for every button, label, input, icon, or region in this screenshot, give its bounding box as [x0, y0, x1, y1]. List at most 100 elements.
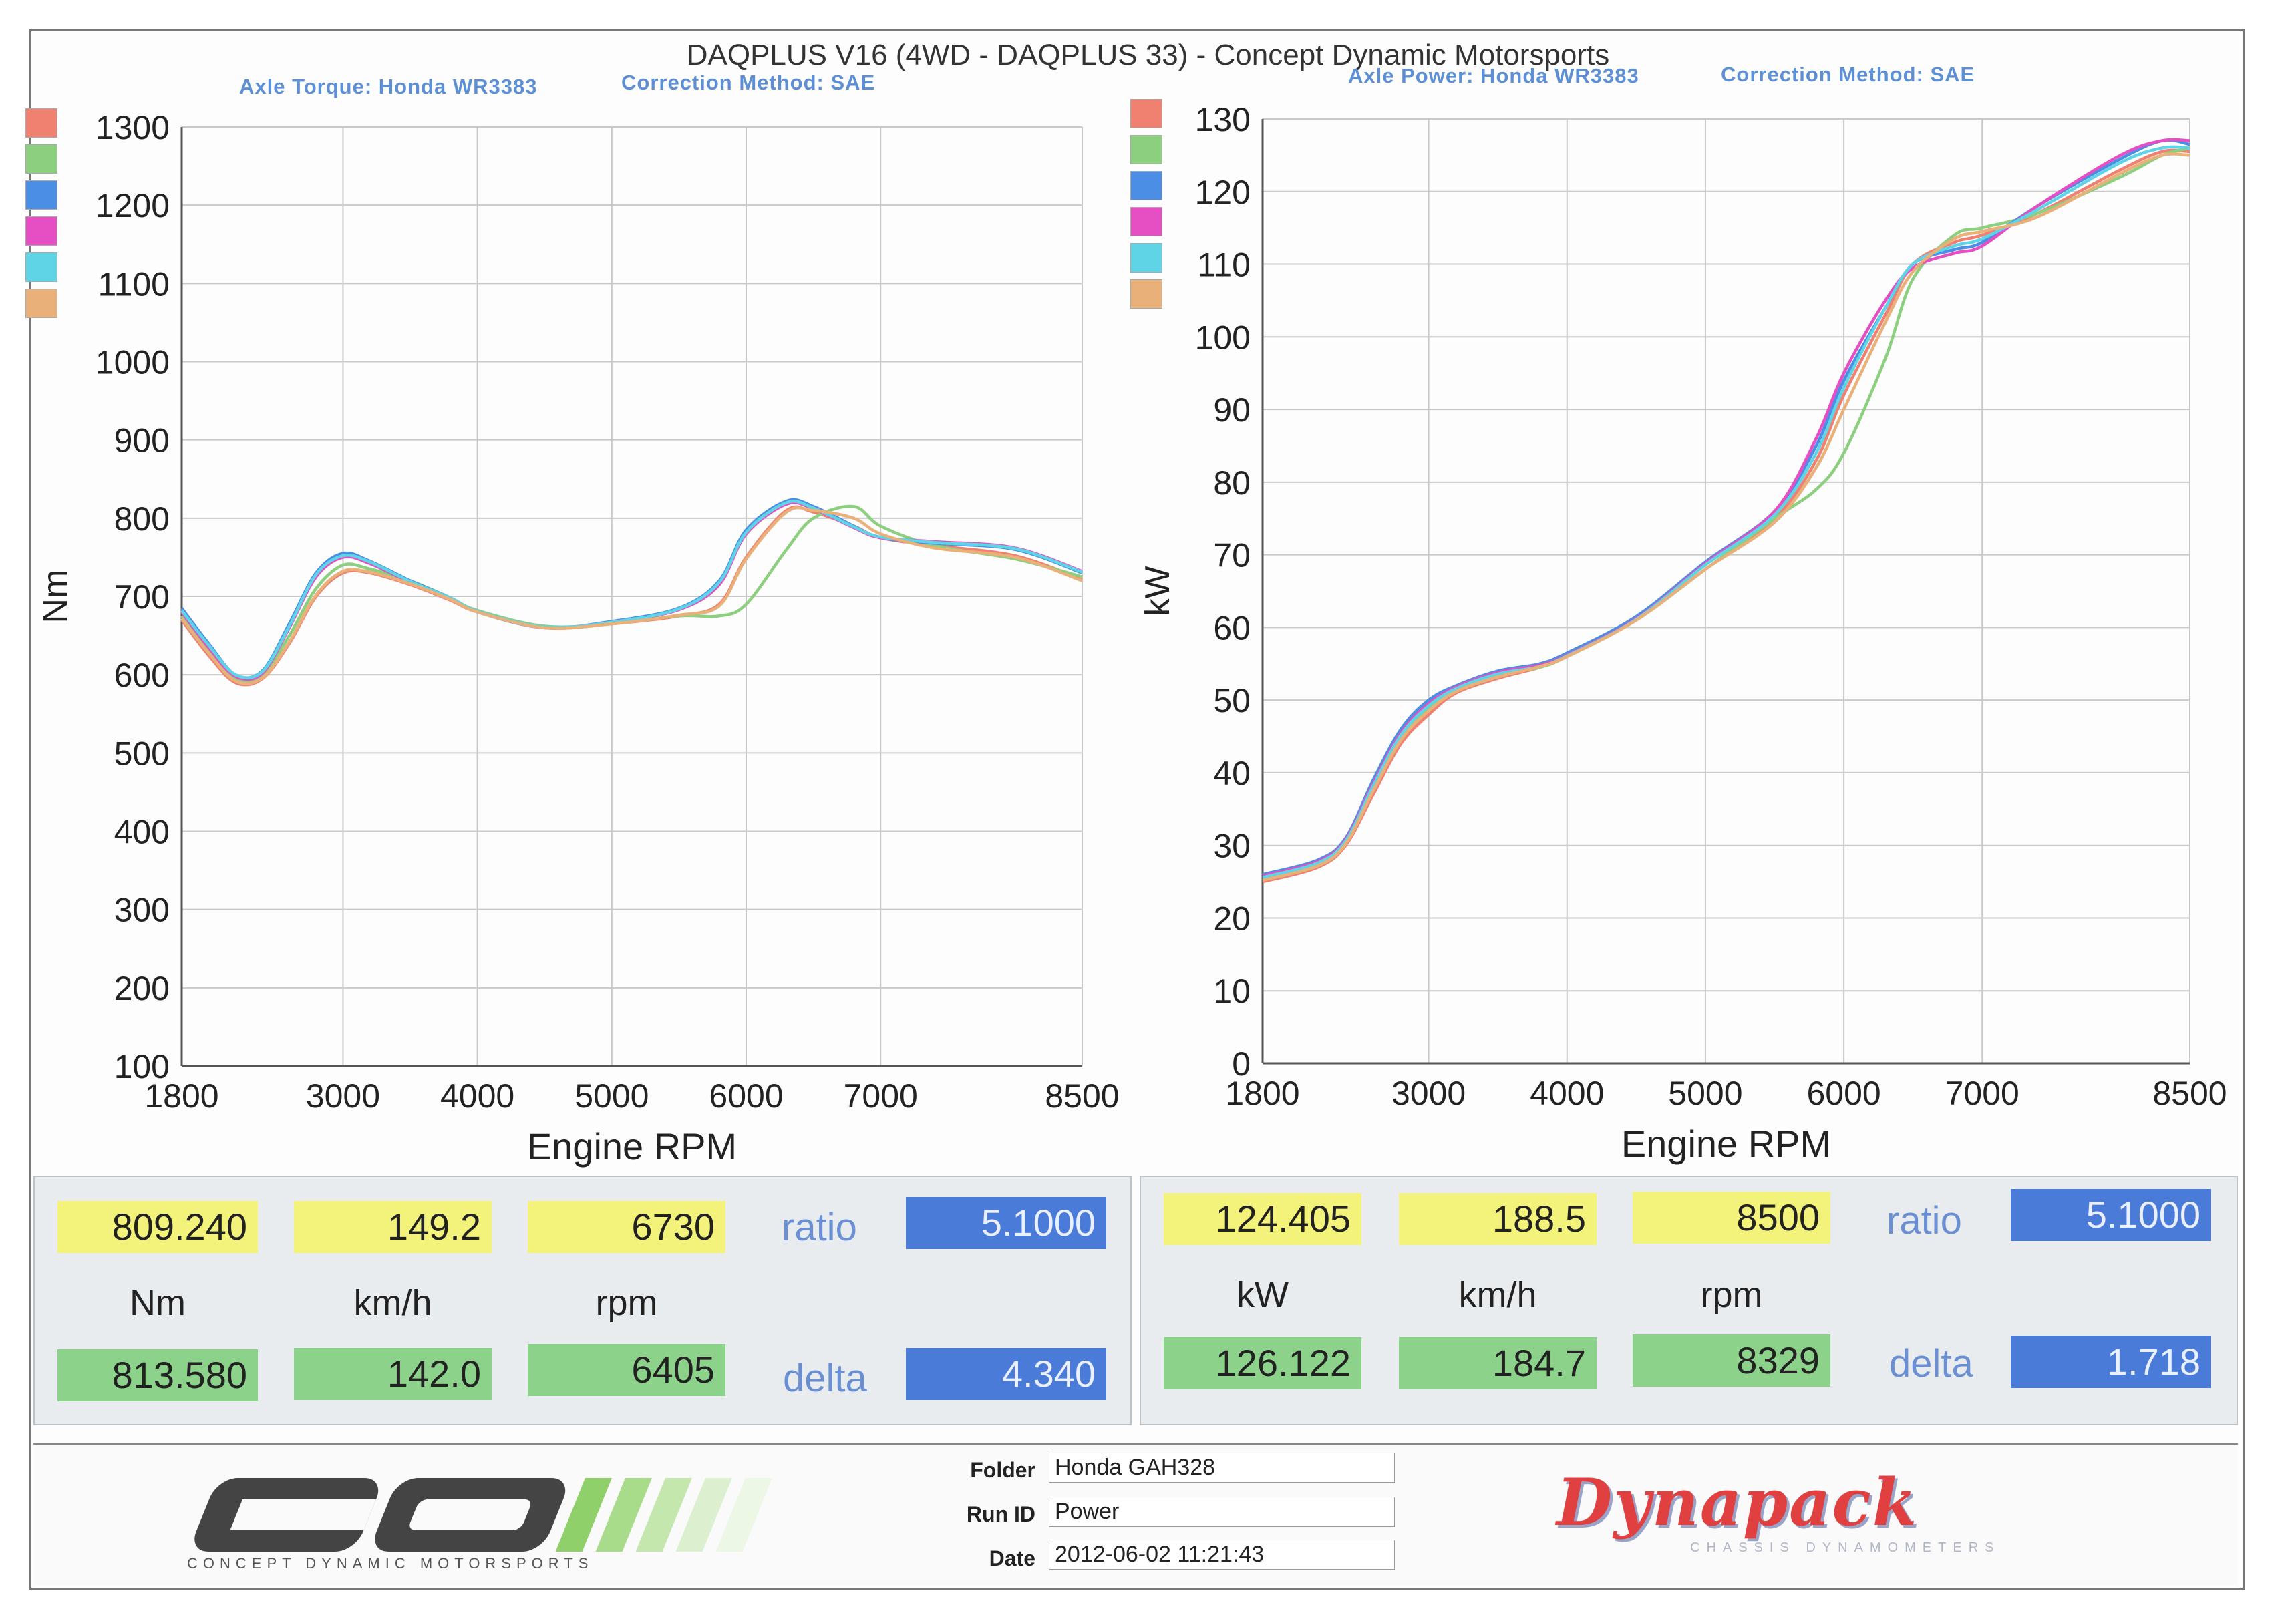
speed-max-value-right: 184.7 — [1399, 1337, 1597, 1389]
runid-value: Power — [1049, 1497, 1395, 1527]
legend-swatch — [1130, 207, 1162, 236]
x-tick-label: 3000 — [1391, 1075, 1466, 1112]
y-tick-label: 80 — [1213, 464, 1251, 502]
y-tick-label: 130 — [1195, 101, 1251, 138]
y-tick-label: 70 — [1213, 537, 1251, 574]
power-max-value: 126.122 — [1164, 1337, 1361, 1389]
left-subtitle-correction: Correction Method: SAE — [621, 71, 876, 94]
x-tick-label: 7000 — [1945, 1075, 2019, 1112]
x-tick-label: 3000 — [306, 1077, 380, 1115]
delta-value-right: 1.718 — [2011, 1336, 2211, 1388]
y-tick-label: 1100 — [98, 265, 170, 303]
y-tick-label: 120 — [1195, 174, 1251, 211]
series-line — [180, 501, 1083, 681]
date-value: 2012-06-02 11:21:43 — [1049, 1540, 1395, 1570]
legend-swatch — [1130, 279, 1162, 309]
power-chart: 0 10 20 30 40 50 60 70 80 90 100 110 120 130 1800 3000 4… — [1138, 101, 2227, 1165]
runid-label: Run ID — [966, 1502, 1035, 1526]
unit-kw: kW — [1237, 1275, 1289, 1315]
y-tick-label: 700 — [114, 578, 170, 616]
right-subtitle-power: Axle Power: Honda WR3383 — [1348, 64, 1639, 87]
power-readout-value: 124.405 — [1164, 1193, 1361, 1245]
y-tick-label: 200 — [114, 970, 170, 1007]
chart-title: DAQPLUS V16 (4WD - DAQPLUS 33) - Concept… — [686, 39, 1610, 71]
delta-label: delta — [783, 1357, 867, 1400]
right-subtitle-correction: Correction Method: SAE — [1721, 63, 1975, 86]
dynapack-logo: Dynapack CHASSIS DYNAMOMETERS — [1556, 1465, 2091, 1555]
ratio-label: ratio — [782, 1206, 857, 1249]
y-tick-label: 90 — [1213, 391, 1251, 429]
y-tick-label: 30 — [1213, 828, 1251, 865]
y-tick-label: 110 — [1197, 246, 1251, 284]
legend-swatch — [25, 144, 57, 174]
torque-readout-value: 809.240 — [57, 1201, 258, 1253]
dynapack-subtext: CHASSIS DYNAMOMETERS — [1690, 1540, 2001, 1555]
x-tick-label: 5000 — [575, 1077, 649, 1115]
series-line — [1262, 145, 2190, 879]
ratio-label-right: ratio — [1887, 1199, 1962, 1242]
legend-swatch — [25, 108, 57, 138]
legend-swatch — [25, 289, 57, 318]
rpm-max-value: 6405 — [528, 1344, 725, 1396]
series-line — [1262, 138, 2190, 878]
y-tick-label: 500 — [114, 735, 170, 772]
x-tick-label: 7000 — [844, 1077, 918, 1115]
dynapack-wordmark: Dynapack — [1556, 1465, 1919, 1540]
rpm-max-value-right: 8329 — [1633, 1334, 1830, 1387]
x-tick-label: 5000 — [1668, 1075, 1742, 1112]
y-tick-label: 100 — [114, 1048, 170, 1085]
legend-swatch — [1130, 243, 1162, 273]
x-axis-title: Engine RPM — [1621, 1123, 1831, 1165]
y-tick-label: 0 — [1232, 1045, 1251, 1083]
speed-max-value: 142.0 — [294, 1348, 492, 1400]
speed-readout-value-right: 188.5 — [1399, 1193, 1597, 1245]
y-axis-title: kW — [1138, 566, 1177, 616]
delta-label-right: delta — [1889, 1342, 1973, 1385]
x-tick-label: 1800 — [144, 1077, 218, 1115]
unit-nm: Nm — [130, 1283, 186, 1323]
y-tick-label: 60 — [1213, 609, 1251, 647]
y-tick-label: 100 — [1195, 319, 1251, 356]
cd-logo-text: CD — [147, 1471, 148, 1472]
y-tick-label: 800 — [114, 500, 170, 538]
power-readout-panel: 124.405 188.5 8500 ratio 5.1000 kW km/h … — [1140, 1176, 2238, 1425]
ratio-value: 5.1000 — [906, 1197, 1106, 1249]
y-tick-label: 40 — [1213, 755, 1251, 792]
series-line — [1262, 148, 2190, 884]
y-tick-label: 1000 — [96, 344, 170, 381]
y-tick-label: 50 — [1213, 682, 1251, 719]
rpm-readout-value: 6730 — [528, 1201, 725, 1253]
legend-swatch — [25, 180, 57, 210]
unit-rpm: rpm — [595, 1283, 658, 1323]
series-line — [180, 506, 1083, 685]
unit-rpm-right: rpm — [1700, 1275, 1763, 1315]
x-tick-label: 4000 — [1530, 1075, 1604, 1112]
delta-value: 4.340 — [906, 1348, 1106, 1400]
legend-swatch — [1130, 135, 1162, 164]
legend-swatch — [25, 216, 57, 246]
torque-chart: 100 200 300 400 500 600 700 800 900 1000 1100 1200 1… — [36, 109, 1120, 1168]
x-tick-label: 4000 — [440, 1077, 514, 1115]
torque-readout-panel: 809.240 149.2 6730 ratio 5.1000 Nm km/h … — [33, 1176, 1132, 1425]
speed-readout-value: 149.2 — [294, 1201, 492, 1253]
folder-value: Honda GAH328 — [1049, 1453, 1395, 1483]
legend-swatch — [1130, 171, 1162, 200]
x-tick-label: 8500 — [1045, 1077, 1119, 1115]
unit-kmh-right: km/h — [1458, 1275, 1537, 1315]
date-label: Date — [989, 1546, 1035, 1570]
x-tick-label: 6000 — [709, 1077, 783, 1115]
x-axis-title: Engine RPM — [527, 1125, 737, 1168]
y-tick-label: 900 — [114, 422, 170, 460]
folder-label: Folder — [970, 1458, 1035, 1482]
cd-logo-subtext: CONCEPT DYNAMIC MOTORSPORTS — [187, 1555, 593, 1572]
torque-max-value: 813.580 — [57, 1349, 258, 1401]
cd-logo: CD CONCEPT DYNAMIC MOTORSPORTS — [147, 1471, 772, 1572]
y-axis-title: Nm — [36, 570, 75, 624]
y-tick-label: 300 — [114, 892, 170, 929]
y-tick-label: 20 — [1213, 900, 1251, 937]
y-tick-label: 400 — [114, 814, 170, 851]
legend-swatch — [25, 252, 57, 282]
y-tick-label: 600 — [114, 657, 170, 694]
y-tick-label: 1300 — [96, 109, 170, 146]
legend-swatch — [1130, 99, 1162, 128]
